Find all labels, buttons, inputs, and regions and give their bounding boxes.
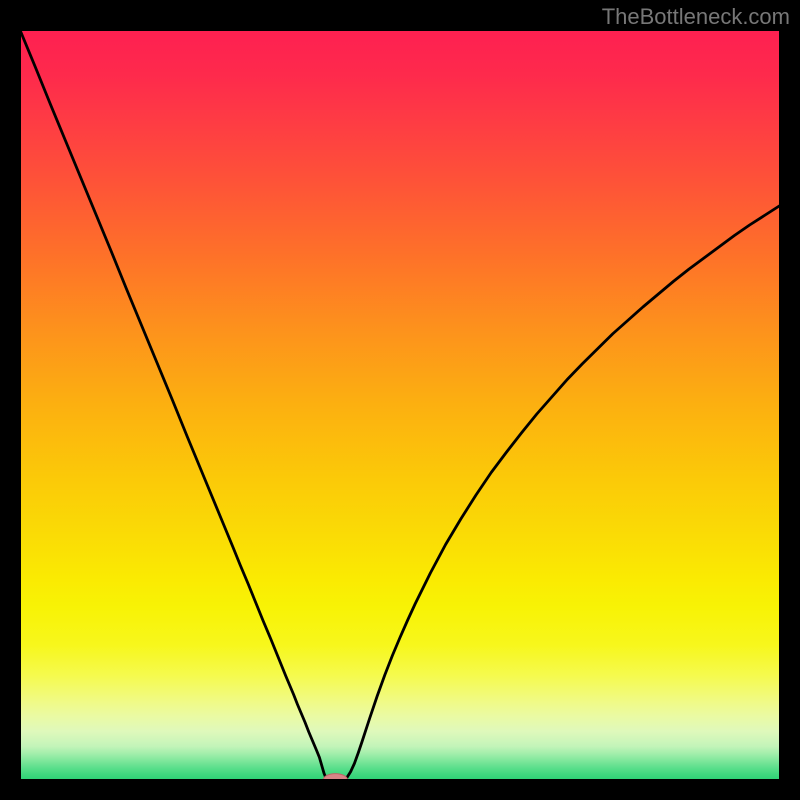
- watermark-text: TheBottleneck.com: [602, 4, 790, 30]
- bottleneck-chart: [0, 0, 800, 800]
- plot-background: [20, 30, 780, 780]
